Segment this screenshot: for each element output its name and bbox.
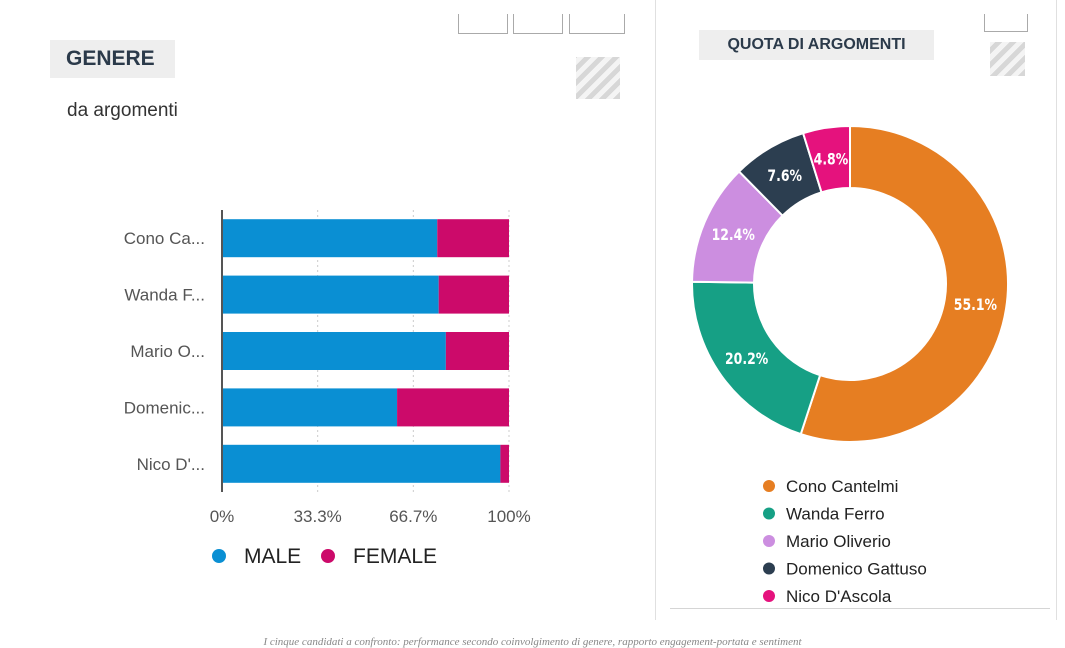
legend-marker bbox=[763, 480, 775, 492]
legend-marker bbox=[763, 535, 775, 547]
x-tick-label: 100% bbox=[487, 507, 530, 526]
figure-caption: I cinque candidati a confronto: performa… bbox=[263, 636, 802, 648]
legend-marker bbox=[321, 549, 335, 563]
slice-value-label: 4.8% bbox=[814, 151, 849, 169]
legend-item: Nico D'Ascola bbox=[763, 587, 892, 606]
x-tick-label: 0% bbox=[210, 507, 235, 526]
bar-female bbox=[437, 219, 509, 258]
chart-control-button[interactable] bbox=[569, 14, 625, 34]
category-label: Domenic... bbox=[124, 398, 205, 417]
legend-marker bbox=[763, 507, 775, 520]
bar-male bbox=[222, 275, 439, 314]
bar-female bbox=[397, 388, 509, 427]
gender-panel-subtitle: da argomenti bbox=[67, 100, 178, 121]
topic-share-panel: QUOTA DI ARGOMENTI 55.1% 20.2% 12.4% 7.6% 4.… bbox=[655, 0, 1057, 620]
legend-item-male: MALE bbox=[212, 545, 301, 568]
topic-share-title: QUOTA DI ARGOMENTI bbox=[699, 30, 934, 60]
legend-label: FEMALE bbox=[353, 545, 437, 568]
bar-female bbox=[438, 275, 509, 314]
legend-item-female: FEMALE bbox=[321, 545, 437, 568]
gender-panel: GENERE da argomenti 0% 33.3% 66.7% 100% Cono… bbox=[50, 14, 625, 568]
hatch-pattern-icon bbox=[990, 42, 1025, 76]
legend-item: Cono Cantelmi bbox=[763, 477, 898, 496]
bar-male bbox=[222, 444, 501, 483]
legend-label: Cono Cantelmi bbox=[786, 477, 898, 496]
bar-male bbox=[222, 219, 438, 258]
slice-value-label: 55.1% bbox=[954, 297, 997, 315]
slice-value-label: 20.2% bbox=[725, 350, 768, 368]
topic-share-donut-chart: 55.1% 20.2% 12.4% 7.6% 4.8% Cono Cantelmi Wand… bbox=[691, 124, 1009, 606]
legend-item: Mario Oliverio bbox=[763, 532, 891, 551]
bar-female bbox=[500, 444, 509, 483]
legend-label: Domenico Gattuso bbox=[786, 560, 927, 579]
category-label: Nico D'... bbox=[137, 455, 205, 474]
category-label: Wanda F... bbox=[124, 286, 205, 305]
legend-marker bbox=[212, 549, 226, 563]
chart-control-button[interactable] bbox=[458, 14, 508, 34]
x-tick-label: 66.7% bbox=[389, 507, 437, 526]
legend-item: Domenico Gattuso bbox=[763, 560, 927, 579]
donut-slice bbox=[799, 124, 1009, 443]
bar-female bbox=[445, 332, 509, 370]
hatch-pattern-icon bbox=[576, 57, 620, 99]
legend-marker bbox=[763, 590, 775, 602]
x-tick-label: 33.3% bbox=[294, 507, 342, 526]
donut-slice bbox=[801, 124, 851, 194]
chart-control-button[interactable] bbox=[984, 14, 1028, 32]
legend-label: Mario Oliverio bbox=[786, 532, 891, 551]
legend-label: Nico D'Ascola bbox=[786, 587, 892, 606]
gender-panel-title: GENERE bbox=[50, 40, 175, 78]
chart-control-button[interactable] bbox=[513, 14, 563, 34]
gender-bar-chart: 0% 33.3% 66.7% 100% Cono Ca... Wanda F... Mari… bbox=[124, 210, 531, 568]
legend-label: Wanda Ferro bbox=[786, 505, 885, 524]
slice-value-label: 7.6% bbox=[767, 168, 802, 186]
donut-slice bbox=[691, 280, 822, 436]
category-label: Mario O... bbox=[130, 342, 205, 361]
divider bbox=[670, 608, 1050, 609]
category-label: Cono Ca... bbox=[124, 229, 205, 248]
legend-label: MALE bbox=[244, 545, 301, 568]
bar-male bbox=[222, 388, 398, 427]
legend-item: Wanda Ferro bbox=[763, 505, 885, 524]
slice-value-label: 12.4% bbox=[712, 227, 755, 245]
bar-male bbox=[222, 332, 446, 370]
legend-marker bbox=[763, 562, 775, 575]
